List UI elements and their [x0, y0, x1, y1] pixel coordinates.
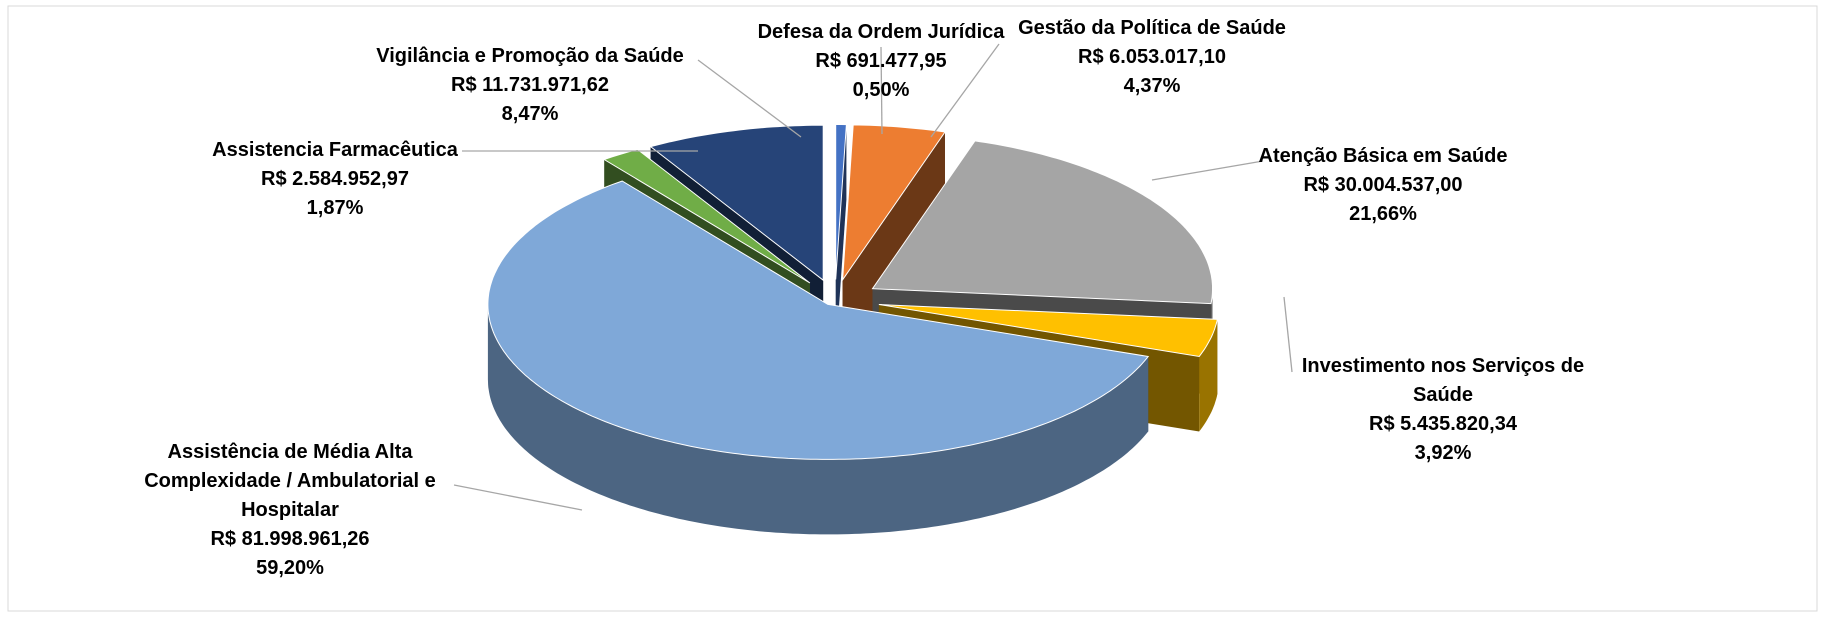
slice: [835, 124, 847, 280]
slice-wall: [835, 124, 847, 355]
leader-line: [1151, 160, 1264, 181]
slice: [487, 180, 1150, 460]
amount-label: R$ 30.004.537,00: [1303, 174, 1463, 196]
category-label: Investimento nos Serviços de Saúde: [1301, 355, 1585, 406]
slice: [878, 304, 1218, 358]
slice: [603, 148, 811, 284]
percent-label: 59,20%: [256, 557, 324, 579]
amount-label: R$ 11.731.971,62: [451, 74, 609, 96]
leader-line: [880, 46, 883, 135]
amount-label: R$ 691.477,95: [815, 50, 947, 72]
data-label: Assistencia Farmacêutica R$ 2.584.952,97 1…: [212, 136, 458, 223]
slice-side: [1199, 319, 1218, 432]
category-label: Vigilância e Promoção da Saúde: [376, 45, 684, 67]
amount-label: R$ 81.998.961,26: [210, 528, 370, 550]
data-label: Vigilância e Promoção da Saúde R$ 11.731.…: [376, 42, 684, 129]
data-label: Gestão da Política de Saúde R$ 6.053.017,…: [1018, 14, 1286, 101]
category-label: Defesa da Ordem Jurídica: [757, 21, 1005, 43]
leader-line: [1283, 296, 1293, 373]
data-label: Atenção Básica em Saúde R$ 30.004.537,00 2…: [1259, 142, 1508, 229]
percent-label: 21,66%: [1349, 203, 1417, 225]
slice: [841, 124, 946, 282]
percent-label: 8,47%: [501, 103, 559, 125]
percent-label: 4,37%: [1123, 75, 1181, 97]
amount-label: R$ 6.053.017,10: [1078, 46, 1226, 68]
percent-label: 1,87%: [306, 197, 364, 219]
data-label: Investimento nos Serviços de Saúde R$ 5.4…: [1293, 352, 1593, 468]
category-label: Assistencia Farmacêutica: [212, 139, 458, 161]
percent-label: 0,50%: [852, 79, 910, 101]
category-label: Assistência de Média Alta Complexidade /…: [144, 441, 436, 521]
amount-label: R$ 5.435.820,34: [1369, 413, 1517, 435]
percent-label: 3,92%: [1414, 442, 1472, 464]
slice-wall: [842, 132, 945, 355]
slice: [649, 124, 824, 282]
category-label: Gestão da Política de Saúde: [1018, 17, 1286, 39]
data-label: Defesa da Ordem Jurídica R$ 691.477,95 0,5…: [758, 18, 1005, 105]
leader-line: [930, 43, 1000, 138]
amount-label: R$ 2.584.952,97: [261, 168, 409, 190]
leader-line: [453, 484, 583, 511]
data-label: Assistência de Média Alta Complexidade /…: [120, 438, 460, 583]
slices: [487, 124, 1218, 535]
category-label: Atenção Básica em Saúde: [1258, 145, 1508, 167]
slice: [871, 140, 1213, 305]
slice-side: [487, 304, 1149, 535]
chart-frame: [7, 5, 1818, 612]
leader-line: [697, 59, 802, 138]
